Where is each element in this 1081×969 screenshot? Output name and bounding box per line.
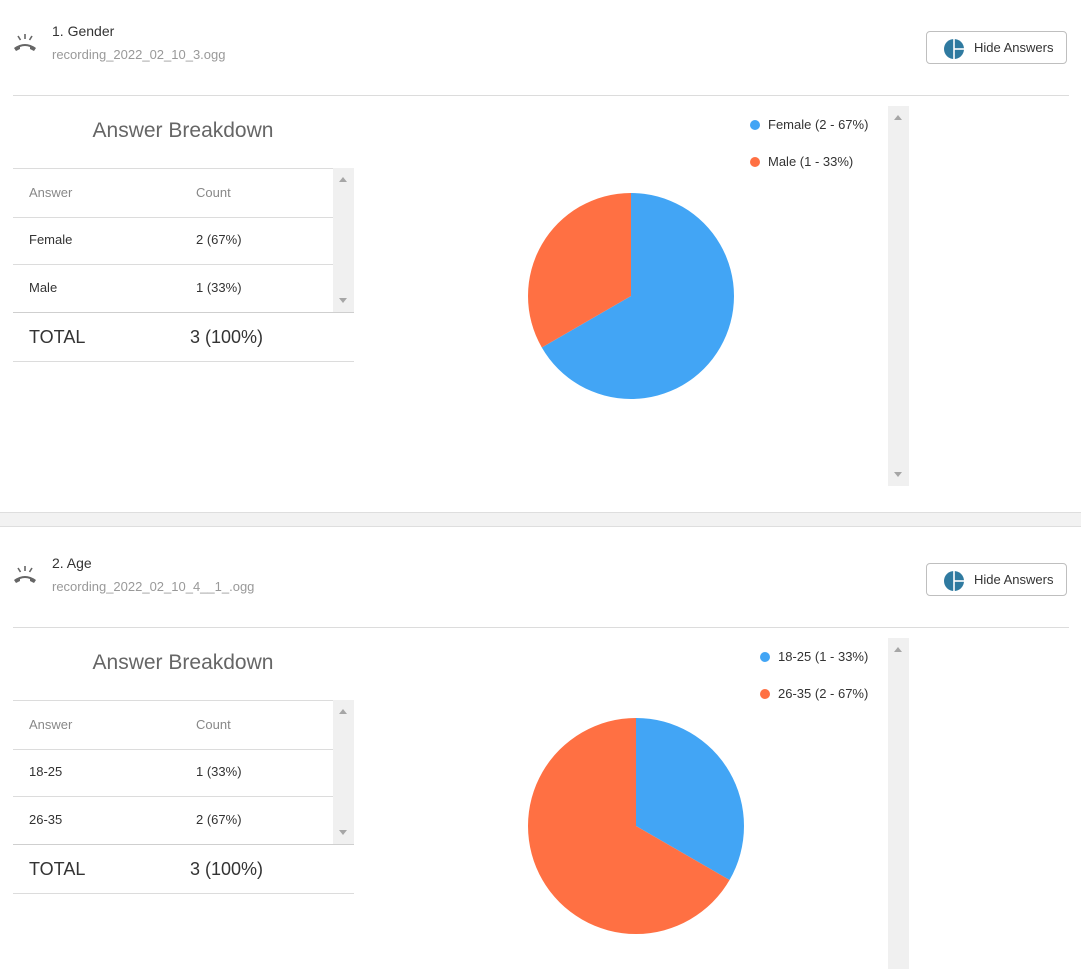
pie-slice-female[interactable] xyxy=(541,193,734,399)
chart-scrollbar[interactable] xyxy=(888,106,909,486)
hide-answers-button[interactable]: Hide Answers xyxy=(926,31,1067,64)
count-cell: 2 (67%) xyxy=(196,232,242,247)
question-title: 2. Age xyxy=(52,555,92,571)
legend-swatch xyxy=(750,120,760,130)
answer-cell: 26-35 xyxy=(29,812,63,827)
legend-label: 26-35 (2 - 67%) xyxy=(778,686,869,701)
pie-slice-male[interactable] xyxy=(528,193,631,348)
pie-chart-gender xyxy=(528,193,734,399)
answer-breakdown-table: Answer Count 18-25 1 (33%) 26-35 2 (67%)… xyxy=(13,700,354,894)
answer-cell: 18-25 xyxy=(29,764,63,779)
legend-item[interactable]: Female (2 - 67%) xyxy=(750,117,868,132)
legend-swatch xyxy=(760,689,770,699)
total-label: TOTAL xyxy=(29,327,86,347)
scroll-down-arrow-icon[interactable] xyxy=(339,298,347,303)
legend-label: Female (2 - 67%) xyxy=(768,117,869,132)
answer-cell: Male xyxy=(29,280,58,295)
question-header: 1. Gender recording_2022_02_10_3.ogg Hid… xyxy=(0,0,1081,95)
header-divider xyxy=(13,627,1069,628)
question-title: 1. Gender xyxy=(52,23,115,39)
count-cell: 2 (67%) xyxy=(196,812,242,827)
total-value: 3 (100%) xyxy=(190,327,264,347)
table-total-row: TOTAL 3 (100%) xyxy=(13,312,354,362)
hide-answers-label: Hide Answers xyxy=(974,40,1054,55)
legend-item[interactable]: 18-25 (1 - 33%) xyxy=(760,649,868,664)
scroll-up-arrow-icon[interactable] xyxy=(339,177,347,182)
table-scrollbar[interactable] xyxy=(333,700,354,844)
table-header-row: Answer Count xyxy=(13,168,333,218)
chart-scrollbar[interactable] xyxy=(888,638,909,969)
legend-swatch xyxy=(760,652,770,662)
scroll-down-arrow-icon[interactable] xyxy=(339,830,347,835)
question-header: 2. Age recording_2022_02_10_4__1_.ogg Hi… xyxy=(0,532,1081,627)
table-scrollbar[interactable] xyxy=(333,168,354,312)
hide-answers-button[interactable]: Hide Answers xyxy=(926,563,1067,596)
table-header-row: Answer Count xyxy=(13,700,333,750)
scroll-down-arrow-icon[interactable] xyxy=(894,472,902,477)
table-row: 26-35 2 (67%) xyxy=(13,796,333,845)
scroll-up-arrow-icon[interactable] xyxy=(894,115,902,120)
legend-label: 18-25 (1 - 33%) xyxy=(778,649,869,664)
pie-slice-26-35[interactable] xyxy=(528,718,730,934)
question-card-gender: 1. Gender recording_2022_02_10_3.ogg Hid… xyxy=(0,0,1081,486)
phone-hangup-icon xyxy=(14,566,36,583)
table-row: Female 2 (67%) xyxy=(13,216,333,265)
pie-chart-age xyxy=(528,718,744,934)
legend-label: Male (1 - 33%) xyxy=(768,154,854,169)
table-row: Male 1 (33%) xyxy=(13,264,333,313)
phone-hangup-icon xyxy=(14,34,36,51)
count-cell: 1 (33%) xyxy=(196,280,242,295)
scroll-up-arrow-icon[interactable] xyxy=(339,709,347,714)
section-separator xyxy=(0,512,1081,527)
recording-filename[interactable]: recording_2022_02_10_3.ogg xyxy=(52,47,226,62)
total-label: TOTAL xyxy=(29,859,86,879)
scroll-up-arrow-icon[interactable] xyxy=(894,647,902,652)
column-header-count: Count xyxy=(196,185,231,200)
answer-breakdown-title: Answer Breakdown xyxy=(92,651,274,674)
legend-item[interactable]: Male (1 - 33%) xyxy=(750,154,853,169)
pie-chart-icon xyxy=(944,39,964,59)
legend-swatch xyxy=(750,157,760,167)
legend-item[interactable]: 26-35 (2 - 67%) xyxy=(760,686,868,701)
table-total-row: TOTAL 3 (100%) xyxy=(13,844,354,894)
question-card-age: 2. Age recording_2022_02_10_4__1_.ogg Hi… xyxy=(0,532,1081,969)
column-header-answer: Answer xyxy=(29,185,73,200)
recording-filename[interactable]: recording_2022_02_10_4__1_.ogg xyxy=(52,579,255,594)
total-value: 3 (100%) xyxy=(190,859,264,879)
header-divider xyxy=(13,95,1069,96)
answer-cell: Female xyxy=(29,232,73,247)
table-row: 18-25 1 (33%) xyxy=(13,748,333,797)
pie-chart-icon xyxy=(944,571,964,591)
pie-slice-18-25[interactable] xyxy=(636,718,744,880)
answer-breakdown-table: Answer Count Female 2 (67%) Male 1 (33%)… xyxy=(13,168,354,362)
column-header-count: Count xyxy=(196,717,231,732)
count-cell: 1 (33%) xyxy=(196,764,242,779)
column-header-answer: Answer xyxy=(29,717,73,732)
hide-answers-label: Hide Answers xyxy=(974,572,1054,587)
answer-breakdown-title: Answer Breakdown xyxy=(92,119,274,142)
